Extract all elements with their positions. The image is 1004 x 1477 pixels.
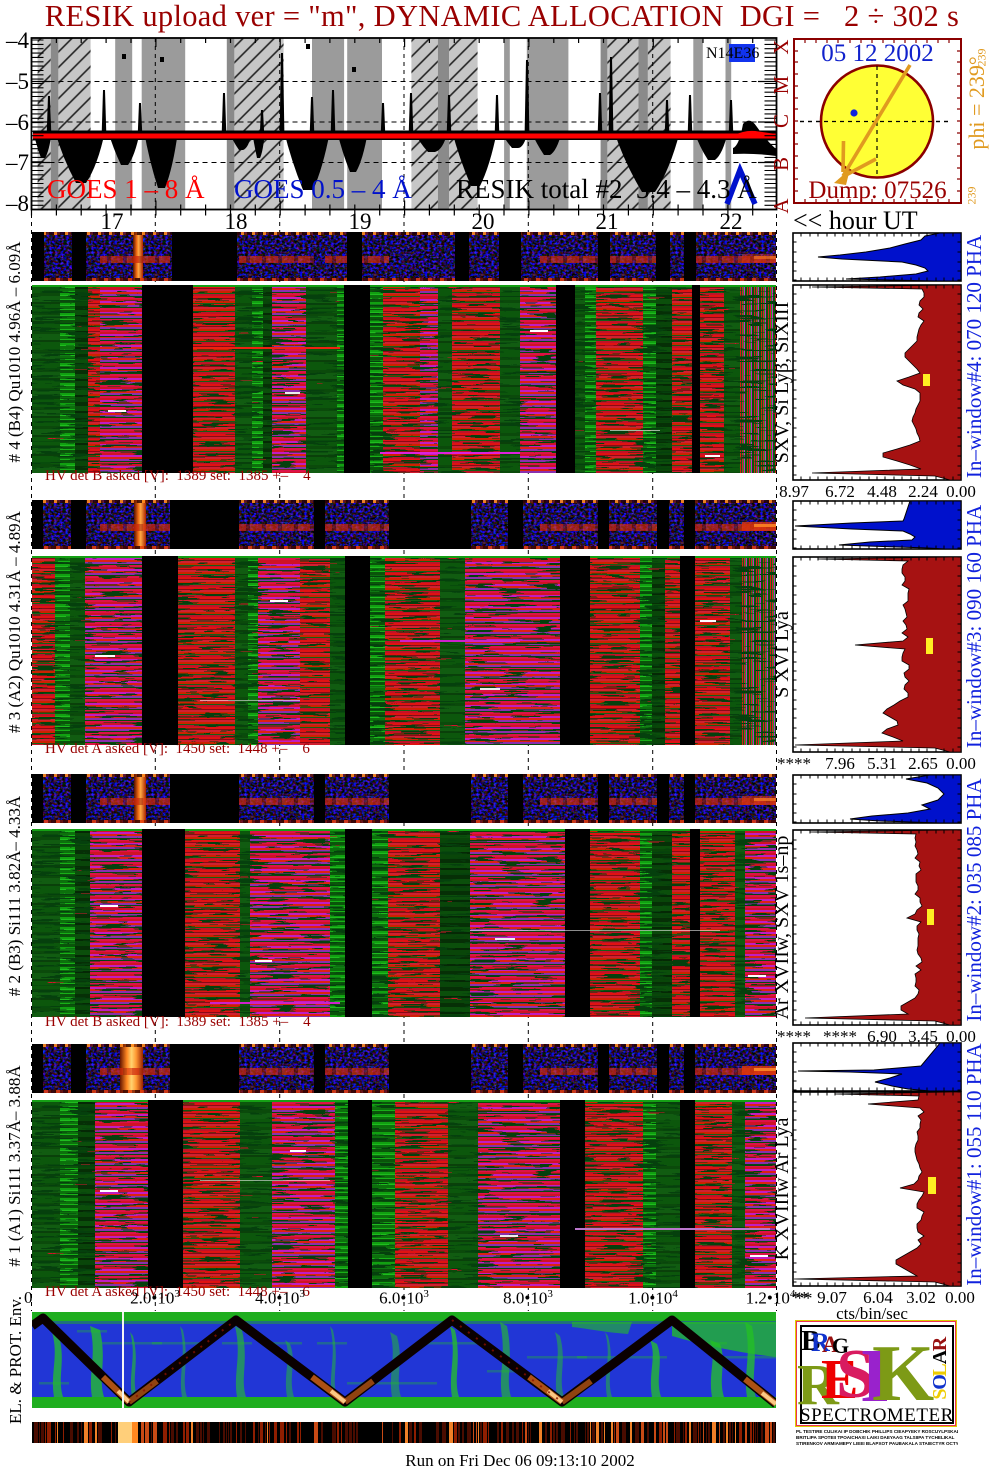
svg-text:S XVI Lya: S XVI Lya — [775, 611, 793, 698]
svg-text:2.24: 2.24 — [908, 482, 938, 501]
svg-text:3.02: 3.02 — [906, 1288, 936, 1307]
svg-text:0.00: 0.00 — [946, 754, 976, 773]
svg-text:Ar XVIIw, SXV 1s–np: Ar XVIIw, SXV 1s–np — [775, 836, 793, 1020]
svg-text:2.65: 2.65 — [908, 754, 938, 773]
svg-text:0.00: 0.00 — [946, 482, 976, 501]
svg-text:6.90: 6.90 — [867, 1027, 897, 1046]
svg-text:0.00: 0.00 — [946, 1027, 976, 1046]
svg-text:****: **** — [777, 754, 811, 773]
svg-text:****: **** — [777, 1027, 811, 1046]
svg-text:3.45: 3.45 — [908, 1027, 938, 1046]
svg-text:**: ** — [792, 1288, 809, 1307]
svg-text:In–window#4: 070 120 PHA: In–window#4: 070 120 PHA — [962, 234, 986, 478]
svg-text:In–window#1: 055 110 PHA: In–window#1: 055 110 PHA — [962, 1042, 986, 1285]
svg-text:In–window#2: 035 085 PHA: In–window#2: 035 085 PHA — [962, 778, 986, 1022]
svg-text:K XVIIIw Ar Lya: K XVIIIw Ar Lya — [775, 1118, 793, 1261]
svg-text:cts/bin/sec: cts/bin/sec — [836, 1304, 908, 1323]
svg-text:9.07: 9.07 — [817, 1288, 847, 1307]
svg-text:6.72: 6.72 — [825, 482, 855, 501]
svg-text:****: **** — [823, 1027, 857, 1046]
svg-text:7.96: 7.96 — [825, 754, 855, 773]
svg-text:4.48: 4.48 — [867, 482, 897, 501]
svg-text:6.04: 6.04 — [863, 1288, 893, 1307]
svg-text:SXV, Si Lyβ, SiXIII: SXV, Si Lyβ, SiXIII — [775, 302, 793, 464]
svg-text:0.00: 0.00 — [945, 1288, 975, 1307]
svg-text:In–window#3: 090 160 PHA: In–window#3: 090 160 PHA — [962, 504, 986, 748]
svg-text:8.97: 8.97 — [779, 482, 809, 501]
svg-text:5.31: 5.31 — [867, 754, 897, 773]
